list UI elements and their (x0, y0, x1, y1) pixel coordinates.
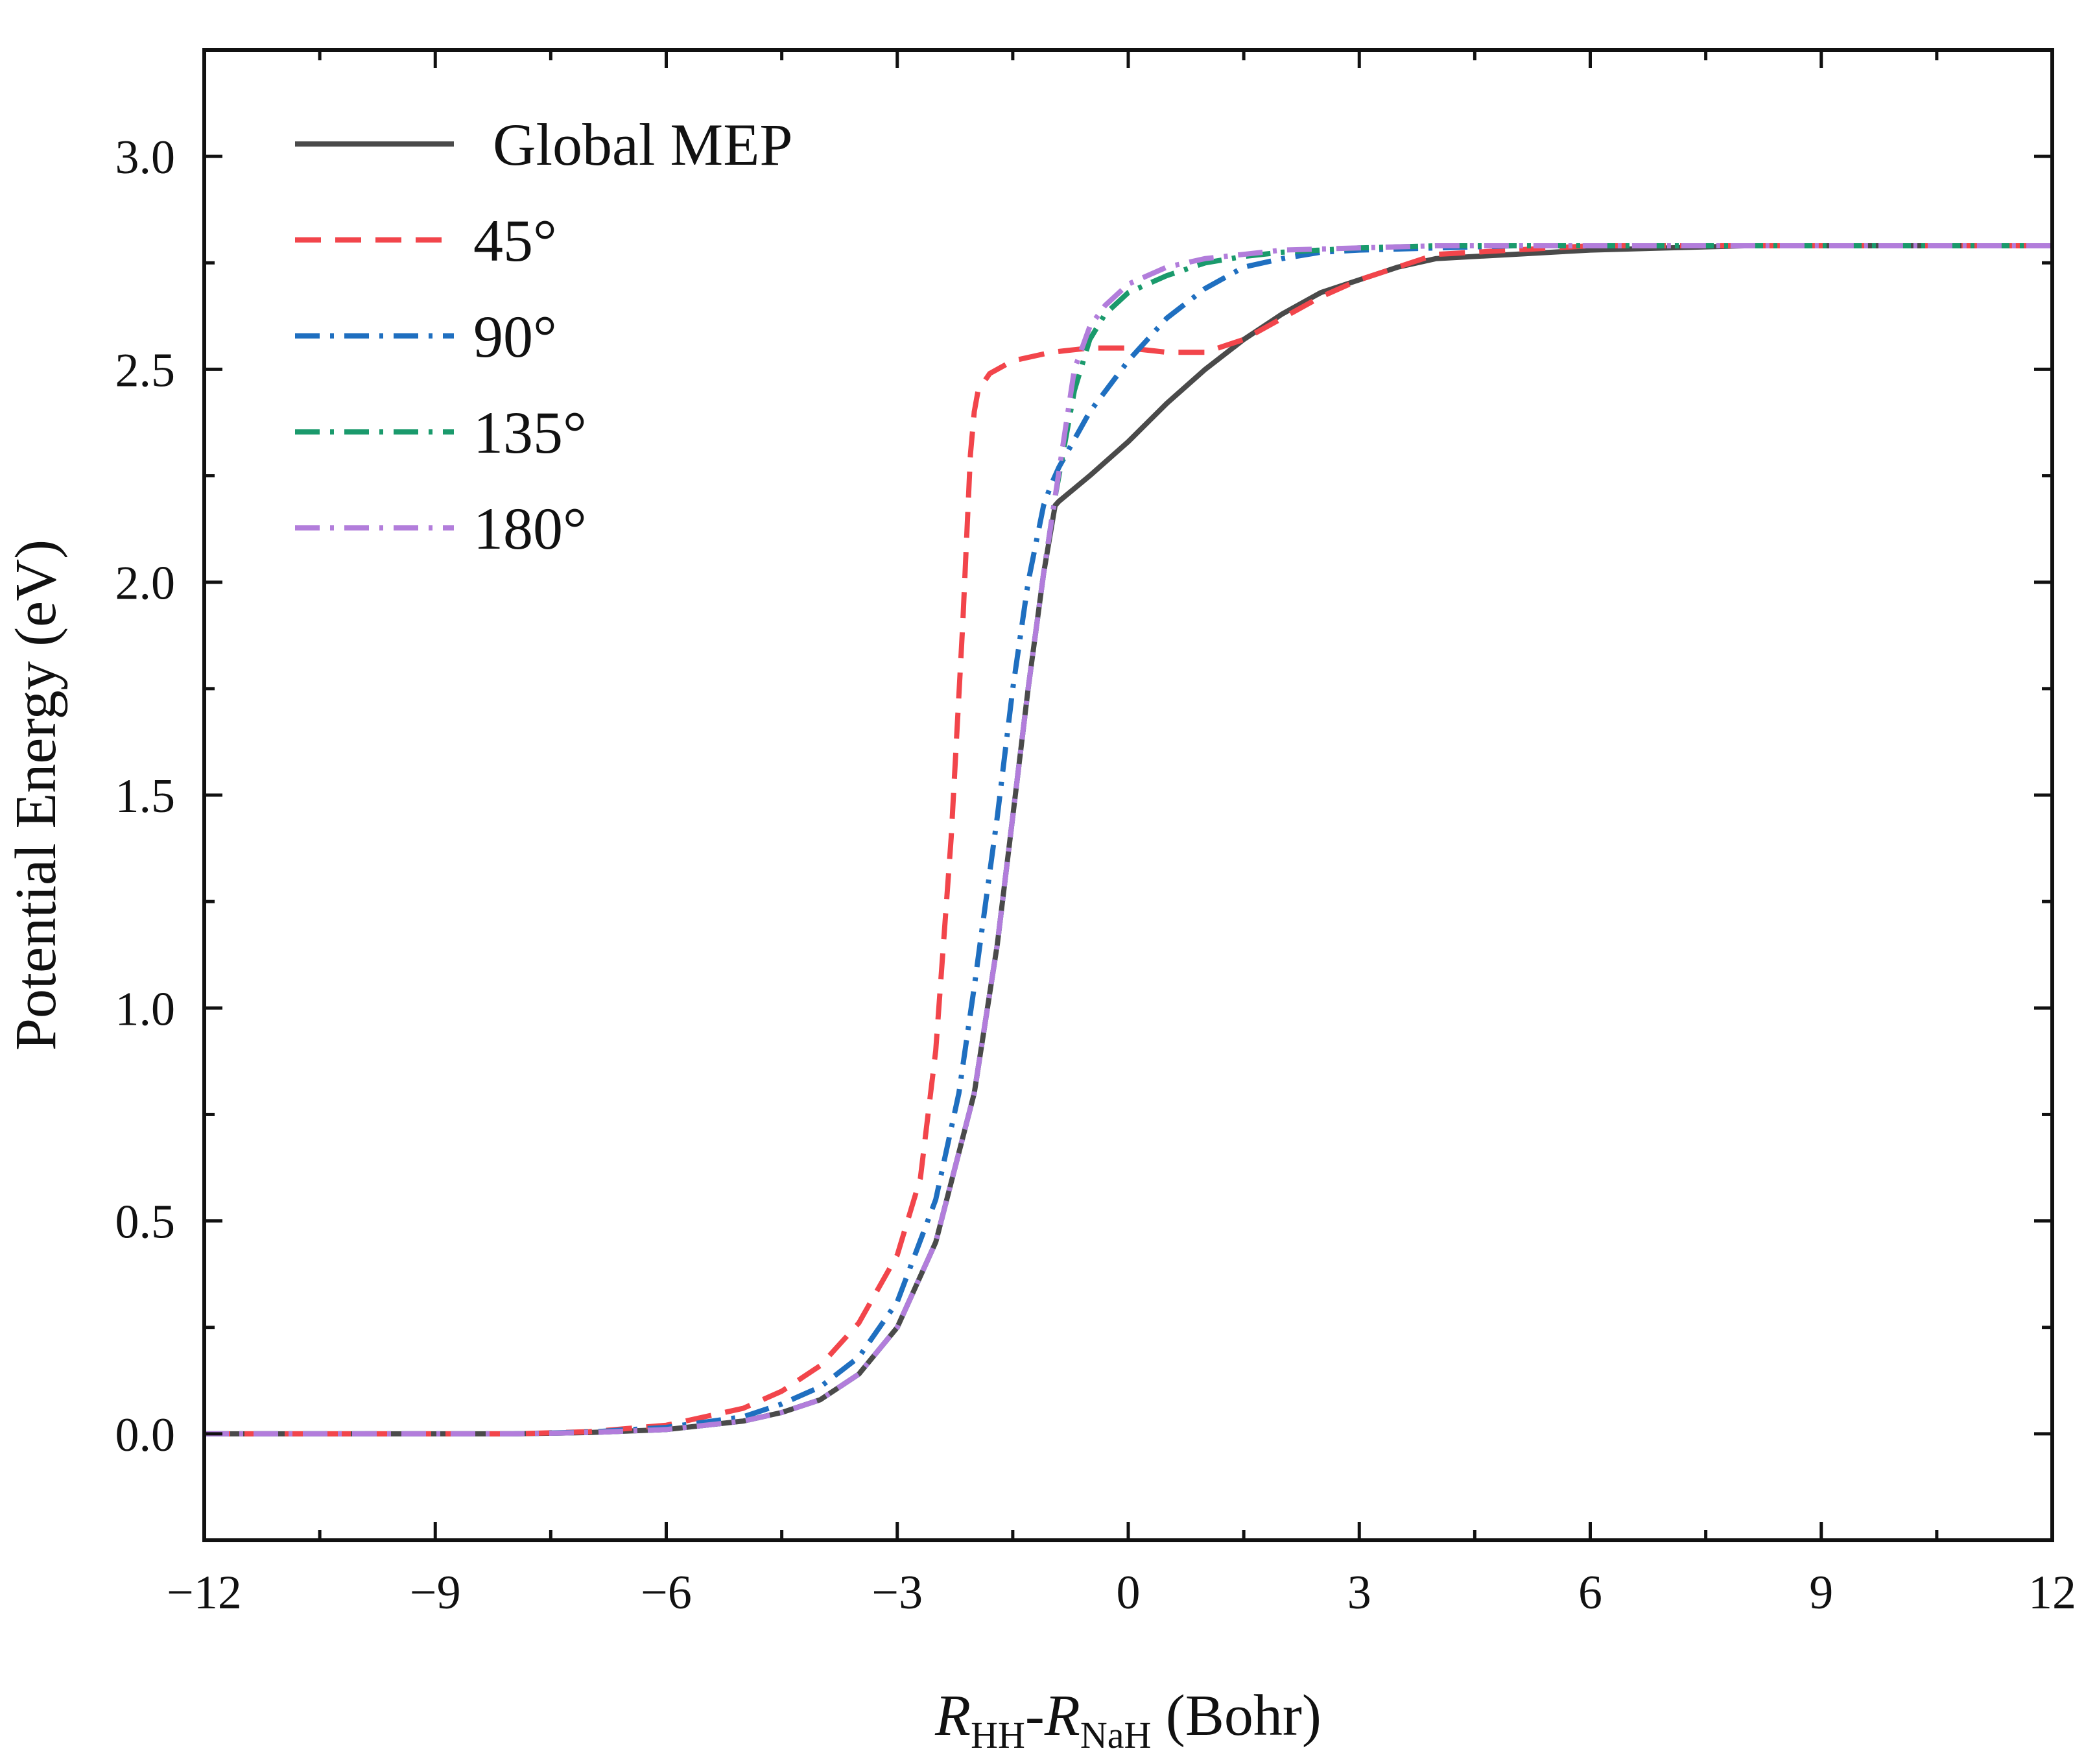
legend-label-4: 180° (473, 495, 587, 562)
x-tick-label: 0 (1117, 1566, 1141, 1619)
y-tick-label: 0.0 (115, 1409, 176, 1462)
legend-label-3: 135° (473, 399, 587, 466)
series-layer (204, 243, 2052, 1436)
x-tick-label: 12 (2028, 1566, 2076, 1619)
y-tick-label: 1.5 (115, 770, 176, 823)
legend: Global MEP 45° 90° 135° 180° (295, 112, 793, 562)
tick-layer: −12 −9 −6 −3 0 3 6 9 12 0.0 0.5 1.0 1.5 2.0 2.5 3.0 (115, 48, 2076, 1619)
series-line-4 (204, 243, 2052, 1436)
legend-label-0: Global MEP (493, 112, 793, 178)
legend-label-2: 90° (473, 304, 557, 370)
y-axis-title: Potential Energy (eV) (4, 540, 68, 1051)
x-tick-label: −9 (410, 1566, 461, 1619)
x-tick-label: 9 (1809, 1566, 1833, 1619)
y-tick-label: 2.5 (115, 344, 176, 397)
series-line-0 (204, 243, 2052, 1436)
x-axis-title: RHH-RNaH (Bohr) (934, 1684, 1321, 1756)
x-tick-label: −6 (641, 1566, 692, 1619)
plot-frame (202, 48, 2054, 1542)
x-tick-label: −12 (167, 1566, 242, 1619)
y-tick-label: 1.0 (115, 983, 176, 1036)
x-tick-label: 3 (1347, 1566, 1371, 1619)
x-tick-label: −3 (871, 1566, 923, 1619)
series-line-1 (204, 243, 2052, 1436)
x-tick-label: 6 (1578, 1566, 1602, 1619)
y-tick-label: 0.5 (115, 1196, 176, 1249)
y-tick-label: 3.0 (115, 131, 176, 184)
y-tick-label: 2.0 (115, 557, 176, 610)
legend-label-1: 45° (473, 208, 557, 274)
